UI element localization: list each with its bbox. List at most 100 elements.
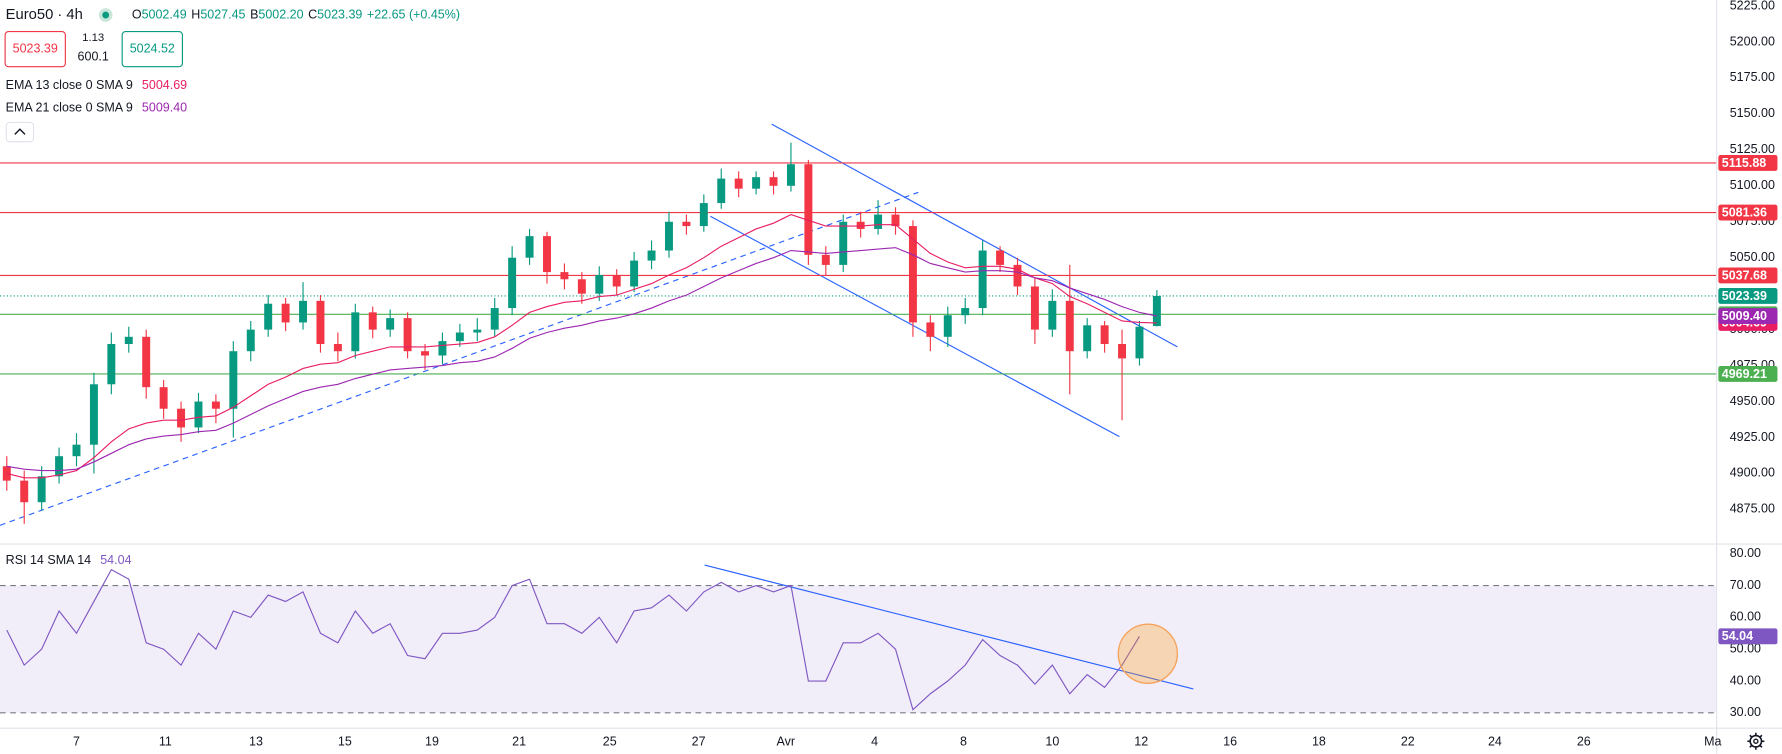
y-tick-label: 5100.00 [1730, 178, 1775, 192]
candle-body [978, 250, 987, 309]
rsi-badge-bg [1718, 628, 1778, 645]
ohlc-label: B [250, 7, 258, 21]
candle-body [560, 272, 569, 280]
ohlc-label: H [191, 7, 200, 21]
x-tick-label: 24 [1488, 735, 1502, 749]
candle-body [961, 308, 970, 316]
candle-body [72, 444, 81, 457]
candle-body [717, 178, 726, 204]
candle-body [525, 236, 534, 258]
buy-button[interactable] [121, 30, 183, 68]
candle-body [124, 336, 133, 345]
rsi-tick-label: 80.00 [1730, 546, 1761, 560]
candle-body [996, 250, 1005, 265]
candle-body [159, 387, 168, 409]
rsi-tick-label: 40.00 [1730, 673, 1761, 687]
candle-body [333, 344, 342, 352]
ohlc-value: 5023.39 [317, 7, 362, 21]
candle-body [1048, 300, 1057, 330]
ohlc-value: 5002.20 [258, 7, 303, 21]
x-tick-label: 11 [159, 735, 172, 749]
candle-body [55, 456, 64, 477]
candle-body [595, 274, 604, 294]
candle-body [682, 221, 691, 227]
collapse-icon [14, 128, 26, 135]
buy-price[interactable]: 5024.52 [130, 41, 175, 55]
candle-body [1152, 295, 1161, 327]
sell-button[interactable] [4, 30, 66, 68]
rsi-line [6, 568, 1140, 711]
last-price-badge: 5023.39 [1722, 289, 1767, 303]
y-tick-label: 5175.00 [1730, 70, 1775, 84]
rsi-tick-label: 70.00 [1730, 578, 1761, 592]
candle-body [786, 164, 795, 186]
sell-price[interactable]: 5023.39 [13, 41, 58, 55]
candle-body [20, 480, 29, 503]
candle-body [1065, 300, 1074, 352]
legend: Euro50 · 4h 5023.39 1.13 600.1 5024.52 O… [4, 7, 460, 567]
candle-body [1118, 344, 1127, 359]
x-tick-label: Ma [1704, 735, 1721, 749]
collapse-button[interactable] [5, 121, 35, 143]
level-badge-bg [1718, 204, 1778, 221]
candle-body [211, 401, 220, 409]
rsi-badge: 54.04 [1722, 629, 1753, 643]
channel-lower [710, 215, 1120, 438]
candle-body [386, 318, 395, 330]
level-badge-bg [1718, 365, 1778, 382]
candle-body [1135, 326, 1144, 359]
spread: 1.13 [82, 32, 104, 44]
indicator-value: 5009.40 [142, 101, 187, 115]
ema-line [6, 213, 1157, 479]
candle-body [1013, 264, 1022, 287]
rsi-trendline [704, 564, 1194, 690]
rsi-value: 54.04 [100, 553, 131, 567]
x-tick-label: 22 [1401, 735, 1415, 749]
candle-body [874, 214, 883, 229]
candle-body [89, 384, 98, 445]
candle-body [107, 344, 116, 385]
candle-body [2, 466, 11, 481]
candle-body [647, 250, 656, 261]
indicator-name: EMA 13 close 0 SMA 9 [6, 78, 133, 92]
candle-body [926, 322, 935, 337]
settings-button[interactable] [1747, 732, 1765, 750]
candle-body [508, 257, 517, 309]
rsi-band [0, 585, 1717, 713]
x-tick-label: 4 [871, 735, 878, 749]
y-tick-label: 4925.00 [1730, 430, 1775, 444]
status-dot [102, 11, 110, 19]
candle-body [1030, 286, 1039, 330]
y-tick-label: 5125.00 [1730, 142, 1775, 156]
highlight-circle [1117, 623, 1179, 684]
ohlc-value: 5027.45 [200, 7, 245, 21]
x-tick-label: 27 [692, 735, 706, 749]
candle-body [821, 254, 830, 265]
y-tick-label: 5225.00 [1730, 0, 1775, 12]
candle-body [351, 312, 360, 352]
candle-body [908, 226, 917, 323]
candle-body [421, 351, 429, 356]
last-price-badge-bg [1718, 288, 1778, 304]
candle-body [752, 177, 761, 189]
plot [0, 142, 1717, 711]
x-tick-label: 18 [1312, 735, 1326, 749]
ema-line [6, 247, 1158, 472]
candle-body [299, 300, 308, 323]
y-tick-label: 5150.00 [1730, 106, 1775, 120]
y-tick-label: 4950.00 [1730, 394, 1775, 408]
candle-body [891, 214, 900, 227]
x-tick-label: 15 [338, 735, 352, 749]
candle-body [769, 177, 778, 186]
level-badge-bg [1718, 154, 1778, 171]
level-badge-bg [1718, 267, 1778, 284]
y-tick-label: 4900.00 [1730, 466, 1775, 480]
x-tick-label: 16 [1223, 735, 1237, 749]
y-tick-label: 5050.00 [1730, 250, 1775, 264]
quantity[interactable]: 600.1 [78, 49, 109, 63]
candle-body [577, 279, 586, 294]
candle-body [438, 341, 447, 356]
candle-body [368, 312, 377, 330]
